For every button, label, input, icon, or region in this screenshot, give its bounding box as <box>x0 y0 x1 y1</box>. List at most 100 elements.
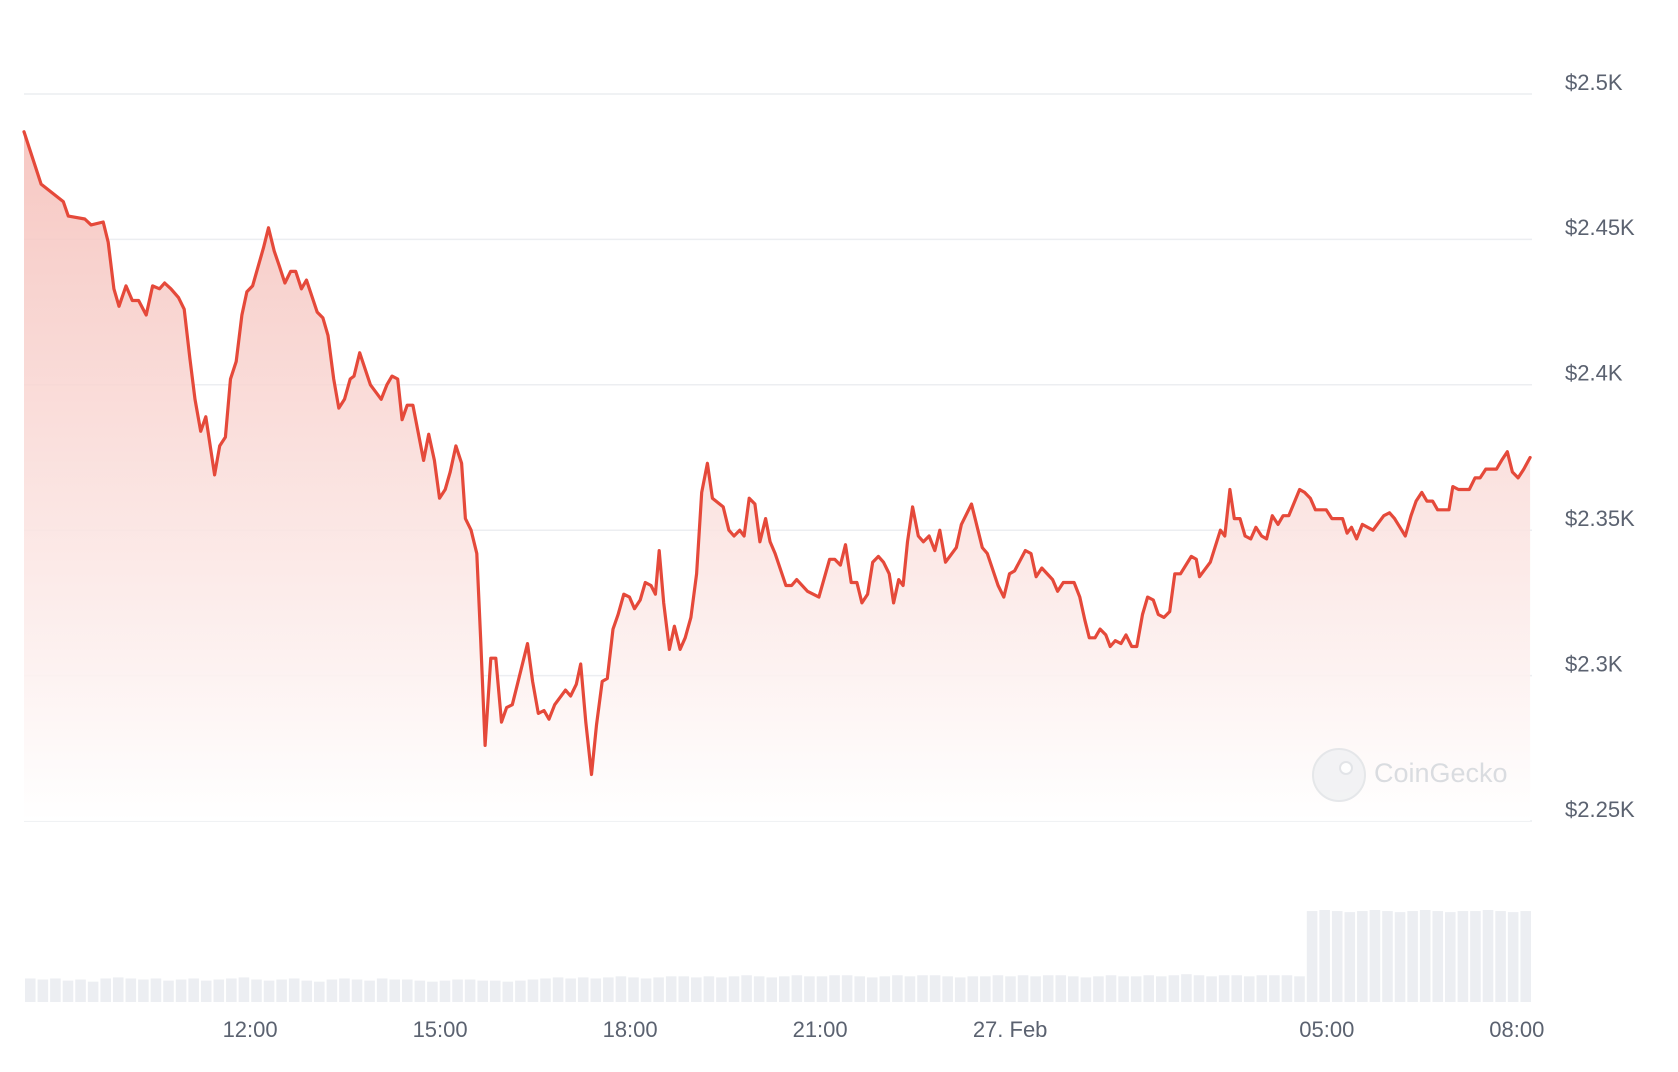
volume-bar <box>1269 975 1280 1002</box>
volume-bar <box>665 976 677 1002</box>
volume-bar <box>502 981 514 1002</box>
volume-bar <box>791 975 803 1002</box>
volume-bar <box>1130 976 1142 1002</box>
volume-bar <box>540 978 551 1002</box>
volume-bar <box>728 976 740 1002</box>
volume-bar <box>1344 912 1356 1002</box>
volume-bar <box>37 979 49 1002</box>
volume-bar <box>1357 911 1368 1002</box>
volume-bar <box>314 981 325 1002</box>
volume-bar <box>213 979 225 1002</box>
x-tick-label: 15:00 <box>413 1017 468 1042</box>
volume-bar <box>62 980 74 1002</box>
volume-bar <box>439 980 451 1002</box>
volume-bar <box>1231 975 1242 1002</box>
volume-bar <box>691 977 702 1002</box>
volume-bar <box>1407 911 1418 1002</box>
volume-bar <box>477 980 488 1002</box>
volume-bar <box>892 975 903 1002</box>
volume-bar <box>376 978 388 1002</box>
volume-bar <box>628 977 639 1002</box>
volume-bar <box>1042 975 1054 1002</box>
x-tick-label: 18:00 <box>603 1017 658 1042</box>
volume-bar <box>112 977 124 1002</box>
volume-bar <box>1482 910 1494 1002</box>
volume-bar <box>1369 910 1381 1002</box>
volume-bar <box>1218 975 1230 1002</box>
y-tick-label: $2.5K <box>1565 70 1623 95</box>
volume-bar <box>1256 975 1268 1002</box>
volume-bar <box>527 979 539 1002</box>
volume-bar <box>489 980 501 1002</box>
y-tick-label: $2.35K <box>1565 506 1635 531</box>
volume-bar <box>980 976 991 1002</box>
x-tick-label: 08:00 <box>1489 1017 1544 1042</box>
volume-bar <box>1445 912 1456 1002</box>
volume-bar <box>75 979 86 1002</box>
volume-bar <box>716 977 727 1002</box>
volume-bar <box>1419 910 1431 1002</box>
volume-bar <box>1068 976 1079 1002</box>
volume-bar <box>1382 911 1393 1002</box>
volume-bar <box>879 976 891 1002</box>
volume-bar <box>1030 976 1041 1002</box>
volume-bar <box>954 977 966 1002</box>
watermark-logo <box>1312 748 1366 802</box>
volume-bar <box>1193 975 1205 1002</box>
volume-bar <box>200 980 212 1002</box>
volume-bar <box>125 978 137 1002</box>
volume-bar <box>1495 911 1506 1002</box>
volume-bar <box>904 976 916 1002</box>
price-line <box>22 130 1532 777</box>
volume-bar <box>389 979 400 1002</box>
x-tick-label: 21:00 <box>793 1017 848 1042</box>
volume-bar <box>1507 912 1519 1002</box>
volume-bar <box>1206 976 1217 1002</box>
volume-bar <box>703 976 715 1002</box>
volume-bar <box>1432 911 1444 1002</box>
volume-bar <box>653 977 664 1002</box>
watermark: CoinGecko <box>1312 748 1508 802</box>
volume-bar <box>276 979 287 1002</box>
volume-bar <box>1156 976 1167 1002</box>
volume-bar <box>263 980 275 1002</box>
volume-bar <box>816 976 828 1002</box>
volume-bar <box>1055 975 1067 1002</box>
volume-bar <box>138 979 149 1002</box>
watermark-logo-eye <box>1339 761 1353 775</box>
price-area <box>24 131 1531 822</box>
y-tick-label: $2.4K <box>1565 361 1623 386</box>
volume-bar <box>1093 976 1104 1002</box>
y-tick-label: $2.3K <box>1565 651 1623 676</box>
x-tick-label: 27. Feb <box>973 1017 1048 1042</box>
watermark-text: CoinGecko <box>1374 758 1508 788</box>
volume-bar <box>1168 975 1180 1002</box>
volume-bar <box>464 979 476 1002</box>
volume-bar <box>753 976 765 1002</box>
volume-bar <box>288 978 300 1002</box>
volume-bar <box>100 978 111 1002</box>
volume-bar <box>942 976 953 1002</box>
volume-bar <box>866 977 878 1002</box>
volume-bar <box>992 975 1004 1002</box>
volume-bar <box>1281 975 1293 1002</box>
volume-bar <box>175 979 187 1002</box>
volume-bar <box>188 978 199 1002</box>
volume-bar <box>577 977 589 1002</box>
volume-bar <box>552 977 564 1002</box>
volume-bar <box>87 981 99 1002</box>
volume-bar <box>841 975 853 1002</box>
volume-bar <box>150 978 162 1002</box>
volume-bar <box>301 980 313 1002</box>
volume-bar <box>1017 975 1029 1002</box>
volume-bar <box>1143 975 1154 1002</box>
volume-bar <box>1105 975 1117 1002</box>
volume-bar <box>1005 976 1016 1002</box>
volume-bar <box>251 979 262 1002</box>
x-tick-label: 05:00 <box>1299 1017 1354 1042</box>
volume-bar <box>326 979 338 1002</box>
volume-bar <box>1331 911 1343 1002</box>
volume-bar <box>967 976 979 1002</box>
volume-bar <box>1470 911 1481 1002</box>
